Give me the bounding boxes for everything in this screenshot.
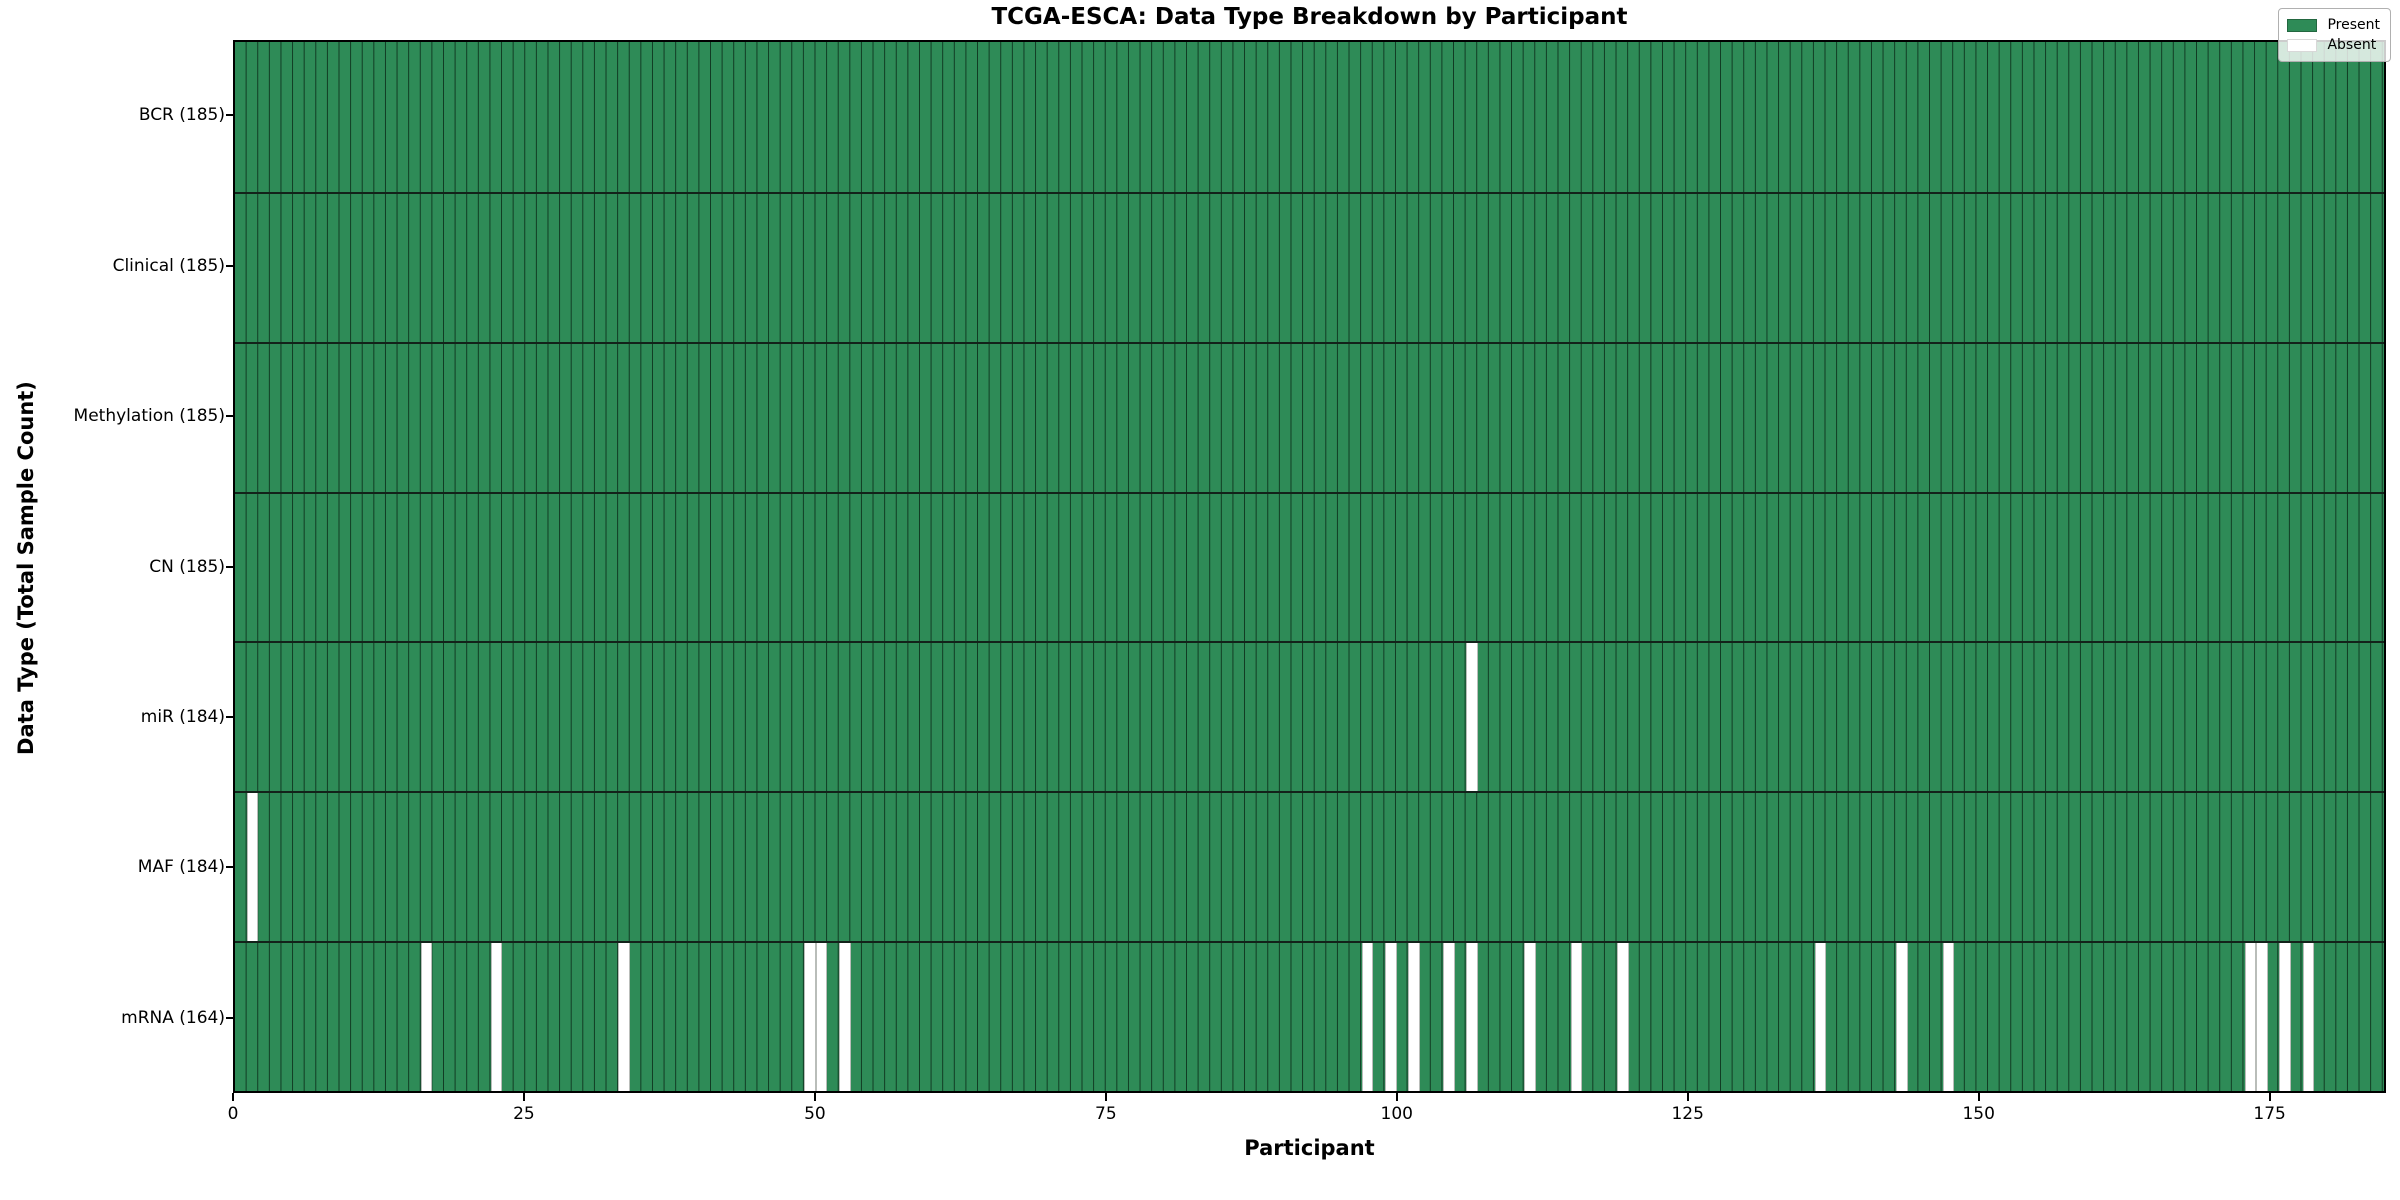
heatmap-row-CN [235,491,2384,642]
absent-swatch-icon [2287,38,2318,52]
column-gridlines [235,193,2384,342]
column-gridlines [235,643,2384,792]
column-gridlines [235,493,2384,642]
y-tick-mark [226,264,233,267]
x-tick-mark [1686,1093,1689,1101]
x-tick-label: 0 [227,1104,239,1124]
x-tick-label: 50 [804,1104,826,1124]
x-tick-mark [232,1093,234,1101]
legend-label: Present [2327,17,2380,33]
present-swatch-icon [2287,18,2318,32]
y-tick-mark [226,415,233,418]
heatmap-row-Methylation [235,341,2384,492]
x-tick-mark [1977,1093,1980,1101]
heatmap-plot-area [233,40,2386,1093]
absent-cell [839,943,851,1091]
absent-cell [1361,943,1374,1091]
x-tick-mark [522,1093,525,1101]
absent-cell [804,943,816,1091]
heatmap-row-MAF [235,791,2384,942]
y-tick-label: miR (184) [140,706,225,727]
absent-cell [2279,943,2292,1091]
column-gridlines [235,793,2384,942]
x-tick-label: 25 [513,1104,535,1124]
x-axis-label: Participant [1244,1136,1375,1160]
chart-title: TCGA-ESCA: Data Type Breakdown by Partic… [991,4,1628,30]
y-axis-label: Data Type (Total Sample Count) [14,381,38,755]
absent-cell [1942,943,1955,1091]
absent-cell [1814,943,1827,1091]
absent-cell [1466,943,1478,1091]
x-tick-mark [1104,1093,1107,1101]
y-tick-label: CN (185) [149,556,225,577]
x-tick-label: 125 [1671,1104,1704,1124]
absent-cell [1408,943,1420,1091]
absent-cell [420,943,433,1091]
absent-cell [1524,943,1536,1091]
absent-cell [1443,943,1455,1091]
absent-cell [2302,943,2315,1091]
y-tick-label: MAF (184) [137,857,225,878]
legend: Present Absent [2278,8,2391,62]
y-tick-label: mRNA (164) [121,1007,225,1028]
column-gridlines [235,42,2384,192]
x-tick-mark [813,1093,816,1101]
absent-cell [1617,943,1629,1091]
column-gridlines [235,343,2384,492]
absent-cell [2244,943,2257,1091]
y-tick-label: BCR (185) [138,105,225,126]
y-tick-mark [226,1016,233,1019]
y-tick-mark [226,715,233,718]
x-tick-label: 175 [2253,1104,2286,1124]
x-tick-label: 75 [1095,1104,1117,1124]
heatmap-row-mRNA [235,941,2384,1091]
heatmap-row-miR [235,641,2384,792]
x-tick-label: 100 [1380,1104,1414,1124]
heatmap-row-BCR [235,42,2384,192]
heatmap-row-Clinical [235,191,2384,342]
absent-cell [1466,643,1478,792]
absent-cell [1570,943,1583,1091]
absent-cell [1385,943,1397,1091]
absent-cell [1896,943,1908,1091]
legend-item-absent: Absent [2287,35,2380,55]
x-tick-label: 150 [1962,1104,1995,1124]
absent-cell [490,943,503,1091]
absent-cell [618,943,630,1091]
y-tick-mark [226,565,233,568]
legend-label: Absent [2327,37,2377,53]
y-tick-label: Clinical (185) [112,255,225,276]
x-tick-mark [1395,1093,1398,1101]
y-tick-mark [226,866,233,869]
y-tick-label: Methylation (185) [73,406,225,427]
y-tick-mark [226,114,233,117]
absent-cell [2256,943,2268,1091]
absent-cell [815,943,828,1091]
legend-item-present: Present [2287,15,2380,35]
x-tick-mark [2268,1093,2271,1101]
column-gridlines [235,943,2384,1091]
absent-cell [246,793,259,942]
